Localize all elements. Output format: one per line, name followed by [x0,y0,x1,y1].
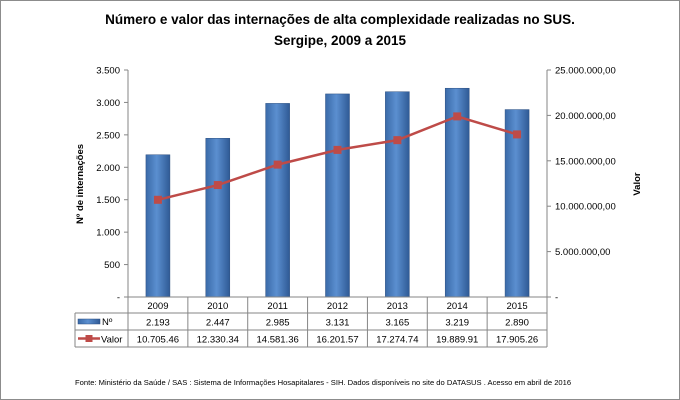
valor-point-2015 [513,130,522,139]
y-left-tick-label: 2.500 [96,130,120,141]
table-cell-n: 2.193 [146,318,170,329]
bar-2013 [385,91,410,298]
table-cell-n: 3.219 [445,318,469,329]
table-cell-valor: 16.201.57 [316,335,358,346]
bar-2011 [265,103,290,298]
y-right-tick-label: 5.000.000,00 [555,247,610,258]
y-right-tick-label: 20.000.000,00 [555,111,616,122]
y-right-tick-label: - [555,293,558,304]
bar-2012 [325,93,350,298]
table-cell-valor: 12.330.34 [197,335,239,346]
table-cell-valor: 19.889.91 [436,335,478,346]
y-left-tick-label: 3.500 [96,66,120,77]
legend-label-valor: Valor [101,335,122,346]
x-tick-label: 2011 [267,301,287,312]
table-cell-n: 2.890 [505,318,529,329]
y-left-tick-label: 3.000 [96,98,120,109]
y-left-tick-label: 1.500 [96,195,120,206]
source-note: Fonte: Ministério da Saúde / SAS : Siste… [75,378,571,387]
legend-label-n: Nº [102,317,113,328]
valor-point-2012 [333,145,342,154]
table-cell-valor: 10.705.46 [137,335,179,346]
table-cell-n: 2.985 [266,318,290,329]
table-cell-valor: 14.581.36 [257,335,299,346]
bar-2009 [145,154,171,298]
y-left-tick-label: 1.000 [96,228,120,239]
x-tick-label: 2013 [387,301,408,312]
x-tick-label: 2015 [507,301,528,312]
valor-point-2010 [213,181,222,190]
table-cell-n: 2.447 [206,318,230,329]
x-tick-label: 2012 [327,301,348,312]
valor-point-2009 [153,195,162,204]
y-left-tick-label: 2.000 [96,163,120,174]
valor-point-2014 [453,112,462,121]
y-right-tick-label: 15.000.000,00 [555,156,616,167]
table-cell-n: 3.131 [326,318,350,329]
y-right-label: Valor [632,172,643,196]
table-cell-n: 3.165 [385,318,409,329]
y-left-label: Nº de internações [75,144,86,224]
legend-key-valor-marker [85,335,93,342]
bar-2010 [205,138,231,298]
valor-point-2013 [393,136,402,145]
x-tick-label: 2010 [207,301,228,312]
y-right-tick-label: 10.000.000,00 [555,202,616,213]
x-tick-label: 2014 [447,301,468,312]
chart-title: Número e valor das internações de alta c… [105,12,575,27]
bar-2014 [444,87,470,298]
table-cell-valor: 17.905.26 [496,335,538,346]
valor-point-2011 [273,160,282,169]
y-left-tick-label: - [117,293,120,304]
chart-subtitle: Sergipe, 2009 a 2015 [274,33,407,48]
y-right-tick-label: 25.000.000,00 [555,66,616,77]
bar-2015 [504,109,530,298]
x-tick-label: 2009 [147,301,168,312]
y-left-tick-label: 500 [104,260,120,271]
table-cell-valor: 17.274.74 [376,335,418,346]
legend-key-n [77,318,101,325]
